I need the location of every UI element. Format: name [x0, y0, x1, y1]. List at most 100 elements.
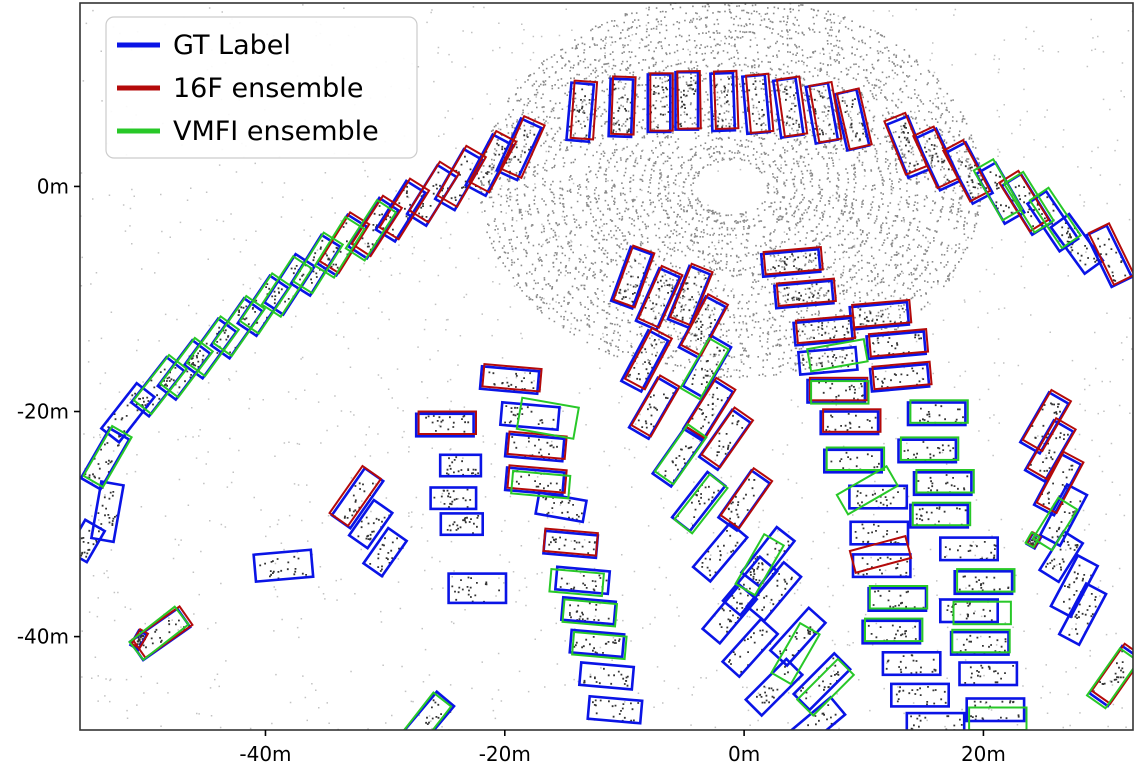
box-1-27	[684, 376, 737, 440]
box-2-9	[185, 315, 241, 378]
box-0-115	[1057, 581, 1108, 647]
box-0-61	[865, 330, 928, 361]
box-0-95	[553, 565, 612, 596]
detection-boxes	[80, 69, 1133, 730]
box-1-40	[417, 410, 478, 435]
box-2-2	[1028, 186, 1083, 250]
legend-label-2: VMFI ensemble	[173, 116, 379, 147]
box-2-18	[795, 657, 856, 717]
box-0-104	[252, 548, 315, 584]
box-0-90	[438, 453, 483, 478]
box-1-37	[822, 408, 882, 433]
box-0-51	[745, 560, 803, 623]
box-0-98	[568, 628, 626, 659]
box-2-39	[396, 691, 453, 730]
box-0-58	[772, 279, 835, 310]
box-0-86	[498, 400, 561, 432]
box-1-3	[676, 69, 702, 130]
box-0-33	[89, 479, 126, 544]
box-1-36	[808, 376, 869, 402]
series-1	[130, 69, 1133, 706]
box-1-14	[499, 114, 547, 180]
box-0-107	[398, 689, 456, 730]
box-0-60	[792, 316, 855, 347]
box-0-47	[691, 521, 750, 584]
box-0-63	[868, 362, 931, 393]
x-tick-label-3: 20m	[961, 742, 1006, 766]
box-0-100	[586, 694, 644, 725]
box-0-54	[743, 657, 805, 718]
box-0-88	[503, 432, 566, 463]
box-0-73	[938, 536, 999, 562]
box-2-42	[1085, 646, 1133, 710]
box-0-69	[912, 470, 973, 497]
box-2-8	[211, 294, 267, 358]
y-tick-label-1: -20m	[17, 400, 69, 424]
box-1-7	[808, 80, 843, 144]
box-2-31	[951, 628, 1011, 654]
box-0-111	[1038, 482, 1089, 548]
box-0-102	[347, 498, 395, 551]
y-tick-label-0: 0m	[37, 174, 69, 198]
box-2-19	[806, 338, 869, 373]
box-2-38	[128, 605, 190, 662]
box-0-67	[897, 438, 958, 464]
box-1-49	[1035, 450, 1085, 515]
box-0-37	[666, 264, 712, 330]
box-2-12	[82, 424, 134, 489]
box-2-3	[344, 198, 398, 262]
box-1-5	[744, 72, 775, 134]
box-2-41	[1024, 530, 1041, 549]
plot-frame	[79, 2, 1134, 731]
box-1-44	[328, 464, 383, 528]
box-1-12	[997, 169, 1051, 233]
ego-vehicle	[701, 175, 759, 198]
box-1-35	[871, 360, 933, 391]
box-1-21	[612, 244, 656, 309]
box-0-68	[822, 448, 883, 474]
box-2-4	[313, 215, 366, 279]
y-tick-label-2: -40m	[17, 625, 69, 649]
x-tick-label-2: 0m	[728, 742, 760, 766]
box-0-56	[784, 695, 847, 730]
box-0-17	[495, 116, 544, 182]
box-2-21	[909, 399, 969, 424]
box-0-4	[709, 71, 737, 133]
box-1-13	[1087, 222, 1133, 287]
box-2-24	[915, 469, 975, 494]
box-1-16	[436, 144, 488, 209]
box-1-1	[610, 75, 637, 136]
box-0-70	[848, 484, 909, 510]
box-0-48	[739, 525, 797, 589]
box-1-31	[775, 277, 837, 308]
box-1-28	[700, 406, 755, 469]
box-0-99	[577, 661, 636, 691]
box-1-17	[408, 160, 461, 224]
box-2-13	[679, 336, 731, 401]
legend: GT Label 16F ensemble VMFI ensemble	[105, 16, 418, 159]
box-1-43	[542, 527, 599, 557]
box-1-4	[712, 69, 740, 131]
box-0-103	[361, 526, 409, 579]
box-0-80	[881, 650, 942, 677]
box-0-71	[909, 503, 970, 529]
box-2-33	[515, 396, 580, 440]
box-2-29	[952, 600, 1012, 626]
box-1-46	[131, 605, 194, 660]
legend-box	[105, 16, 418, 159]
box-0-78	[861, 619, 922, 645]
box-2-17	[770, 621, 821, 686]
box-0-57	[759, 247, 822, 279]
box-1-29	[719, 466, 774, 530]
box-0-31	[99, 381, 157, 445]
box-0-34	[80, 518, 107, 564]
box-2-5	[291, 231, 345, 295]
box-1-22	[637, 264, 684, 329]
box-2-16	[734, 532, 786, 597]
box-0-89	[503, 466, 566, 497]
x-tick-label-0: -40m	[239, 742, 291, 766]
box-1-10	[911, 125, 960, 190]
box-1-34	[867, 328, 930, 358]
box-1-41	[506, 430, 568, 461]
box-0-96	[447, 572, 508, 605]
